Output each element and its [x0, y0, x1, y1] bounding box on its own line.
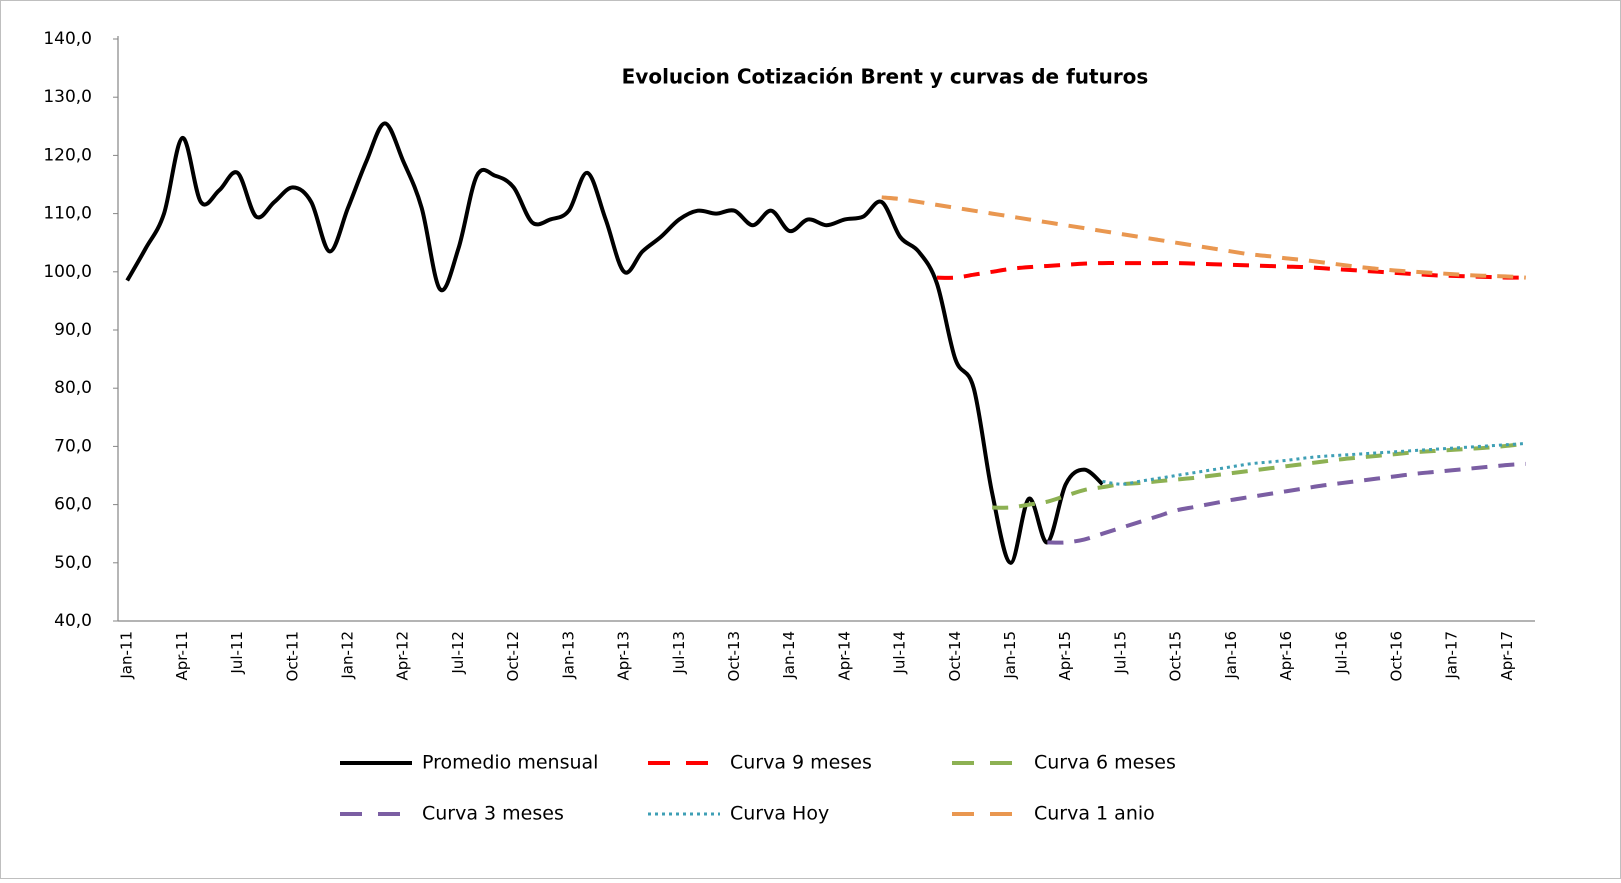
x-tick-label: Apr-13 — [615, 631, 633, 681]
x-tick-label: Apr-14 — [835, 631, 853, 681]
x-tick-label: Jan-17 — [1443, 631, 1461, 680]
legend-label: Promedio mensual — [422, 752, 598, 774]
x-tick-label: Apr-15 — [1056, 631, 1074, 681]
series-line — [1047, 461, 1526, 545]
y-tick-label: 120,0 — [43, 145, 92, 165]
x-tick-label: Oct-15 — [1167, 631, 1185, 681]
y-tick-label: 100,0 — [43, 262, 92, 282]
y-tick-label: 140,0 — [43, 29, 92, 49]
y-tick-label: 40,0 — [54, 611, 92, 631]
y-tick-label: 130,0 — [43, 87, 92, 107]
x-tick-label: Oct-11 — [283, 631, 301, 681]
x-tick-label: Oct-13 — [725, 631, 743, 681]
y-tick-label: 70,0 — [54, 436, 92, 456]
x-tick-label: Jan-12 — [339, 631, 357, 680]
x-tick-label: Jul-11 — [228, 631, 246, 675]
x-tick-label: Apr-11 — [173, 631, 191, 681]
x-tick-label: Oct-16 — [1387, 631, 1405, 681]
legend-label: Curva 1 anio — [1034, 803, 1155, 825]
legend-label: Curva 3 meses — [422, 803, 564, 825]
x-tick-label: Apr-17 — [1498, 631, 1516, 681]
x-tick-label: Jan-11 — [118, 631, 136, 680]
x-tick-label: Jan-15 — [1001, 631, 1019, 680]
x-tick-label: Oct-14 — [946, 631, 964, 681]
series-line — [936, 261, 1526, 280]
x-tick-label: Jul-12 — [449, 631, 467, 675]
x-tick-label: Apr-12 — [394, 631, 412, 681]
series-line — [881, 195, 1526, 280]
y-tick-label: 50,0 — [54, 553, 92, 573]
x-tick-label: Jul-13 — [670, 631, 688, 675]
x-tick-label: Jan-14 — [780, 631, 798, 680]
chart-title: Evolucion Cotización Brent y curvas de f… — [622, 65, 1149, 89]
y-tick-label: 110,0 — [43, 204, 92, 224]
x-tick-label: Jan-16 — [1222, 631, 1240, 680]
series-line — [125, 121, 1104, 565]
legend-label: Curva Hoy — [730, 803, 829, 825]
x-tick-label: Oct-12 — [504, 631, 522, 681]
legend-label: Curva 6 meses — [1034, 752, 1176, 774]
y-tick-label: 90,0 — [54, 320, 92, 340]
x-tick-label: Apr-16 — [1277, 631, 1295, 681]
legend-label: Curva 9 meses — [730, 752, 872, 774]
x-tick-label: Jan-13 — [559, 631, 577, 680]
x-tick-label: Jul-15 — [1111, 631, 1129, 675]
y-tick-label: 80,0 — [54, 378, 92, 398]
x-tick-label: Jul-16 — [1332, 631, 1350, 675]
series-line — [1102, 441, 1526, 486]
y-tick-label: 60,0 — [54, 495, 92, 515]
x-tick-label: Jul-14 — [891, 631, 909, 675]
series-line — [992, 441, 1527, 510]
